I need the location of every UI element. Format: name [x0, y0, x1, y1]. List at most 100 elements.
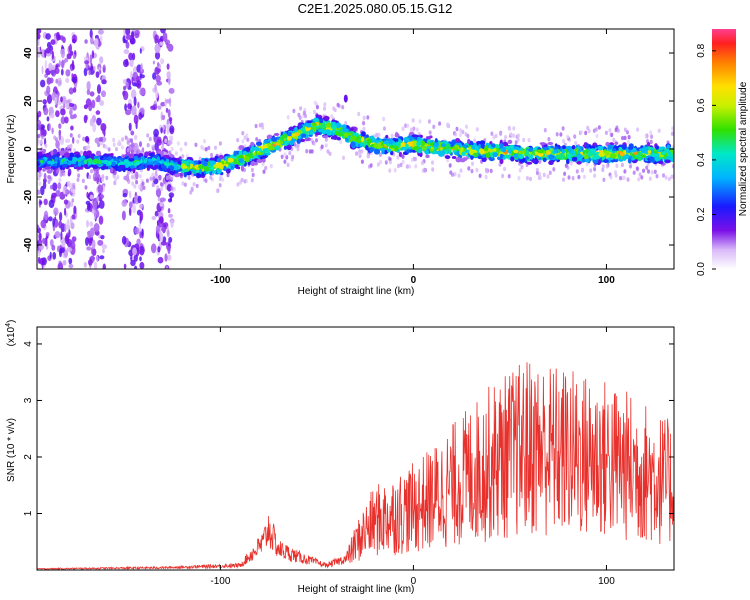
colorbar-tick-label: 0.6 — [696, 98, 707, 112]
spectrogram-cell — [376, 137, 380, 141]
spectrogram-cell — [465, 124, 468, 129]
spectrogram-cell — [644, 133, 648, 139]
spectrogram-cell — [110, 167, 114, 173]
spectrogram-cell — [503, 166, 506, 172]
spectrogram-cell — [589, 145, 596, 150]
spectrogram-cell — [365, 145, 369, 151]
spectrogram-cell — [67, 172, 71, 177]
spectrogram-cell — [579, 130, 583, 135]
spectrogram-cell — [56, 152, 60, 157]
spectrogram-cell — [236, 182, 240, 187]
spectrogram-cell — [89, 29, 93, 39]
spectrogram-cell — [45, 47, 51, 54]
spectrogram-cell — [561, 149, 566, 154]
spectrogram-cell — [157, 246, 161, 253]
spectrogram-cell — [169, 135, 174, 142]
spectrogram-cell — [193, 160, 199, 164]
spectrogram-cell — [166, 229, 170, 238]
spectrogram-cell — [299, 106, 303, 111]
spectrogram-cell — [218, 183, 222, 188]
spectrogram-cell — [58, 59, 61, 66]
spectrogram-cell — [39, 200, 43, 205]
spectrogram-cell — [40, 128, 45, 138]
spectrogram-cell — [141, 181, 145, 186]
spectrogram-cell — [539, 142, 546, 146]
spectrogram-cell — [453, 172, 457, 177]
spectrogram-cell — [122, 79, 127, 84]
spectrogram-cell — [566, 134, 570, 139]
spectrogram-cell — [154, 34, 159, 41]
spectrogram-cell — [431, 160, 434, 165]
spectrogram-cell — [161, 226, 167, 232]
spectrogram-cell — [273, 133, 280, 136]
spectrogram-cell — [58, 177, 62, 183]
spectrogram-cell — [69, 106, 73, 117]
spectrogram-cell — [68, 103, 75, 107]
spectrogram-cell — [455, 126, 459, 132]
spectrogram-cell — [253, 162, 258, 166]
spectrogram-cell — [183, 168, 189, 172]
spectrogram-cell — [127, 103, 132, 110]
spectrogram-cell — [242, 150, 248, 156]
spectrogram-cell — [526, 161, 533, 165]
spectrogram-cell — [571, 145, 576, 150]
spectrogram-cell — [648, 176, 652, 181]
spectrogram-cell — [44, 60, 47, 70]
spectrogram-cell — [464, 149, 469, 154]
spectrogram-cell — [650, 170, 654, 175]
spectrogram-cell — [559, 132, 563, 137]
spectrogram-cell — [593, 167, 597, 172]
spectrogram-cell — [174, 151, 178, 156]
spectrogram-cell — [38, 181, 42, 186]
spectrogram-cell — [383, 140, 389, 145]
spectrogram-cell — [155, 168, 158, 177]
spectrogram-cell — [93, 223, 100, 233]
spectrogram-cell — [566, 158, 570, 165]
spectrogram-cell — [181, 181, 185, 186]
spectrogram-cell — [542, 157, 547, 163]
spectrogram-cell — [492, 152, 498, 158]
spectrogram-cell — [514, 140, 518, 145]
spectrogram-cell — [168, 192, 175, 198]
spectrogram-cell — [623, 169, 627, 174]
spectrogram-cell — [104, 145, 108, 150]
spectrogram-cell — [432, 124, 436, 129]
spectrogram-cell — [256, 141, 261, 146]
spectrogram-cell — [121, 145, 124, 150]
spectrogram-cell — [85, 137, 90, 142]
spectrogram-cell — [132, 82, 138, 87]
spectrogram-cell — [86, 81, 91, 91]
spectrogram-cell — [133, 96, 137, 107]
spectrogram-cell — [531, 159, 537, 164]
spectrogram-cell — [518, 168, 522, 173]
spectrogram-cell — [161, 114, 166, 121]
spectrogram-cell — [96, 176, 99, 185]
spectrogram-cell — [344, 121, 348, 126]
spectrogram-cell — [484, 174, 488, 180]
spectrogram-cell — [64, 116, 69, 124]
spectrogram-cell — [537, 149, 545, 154]
spectrogram-cell — [397, 163, 400, 169]
spectrogram-cell — [333, 125, 337, 128]
spectrogram-cell — [210, 166, 214, 171]
spectrogram-cell — [130, 259, 136, 267]
spectrogram-cell — [147, 158, 153, 163]
spectrogram-cell — [46, 41, 52, 49]
spectrogram-cell — [489, 168, 493, 174]
spectrogram-cell — [647, 169, 650, 174]
spectrogram-xlabel: Height of straight line (km) — [298, 286, 415, 297]
spectrogram-cell — [160, 101, 166, 107]
spectrogram-cell — [90, 63, 93, 71]
spectrogram-cell — [627, 135, 631, 140]
spectrogram-cell — [654, 156, 659, 161]
spectrogram-cell — [585, 148, 589, 154]
spectrogram-cell — [494, 133, 498, 139]
spectrogram-cell — [83, 67, 88, 77]
spectrogram-cell — [167, 198, 173, 203]
spectrogram-cell — [166, 71, 171, 79]
spectrogram-cell — [44, 143, 48, 148]
spectrogram-cell — [131, 52, 136, 61]
spectrogram-cell — [63, 249, 69, 258]
spectrogram-cell — [373, 142, 377, 149]
spectrogram-cell — [250, 146, 256, 152]
